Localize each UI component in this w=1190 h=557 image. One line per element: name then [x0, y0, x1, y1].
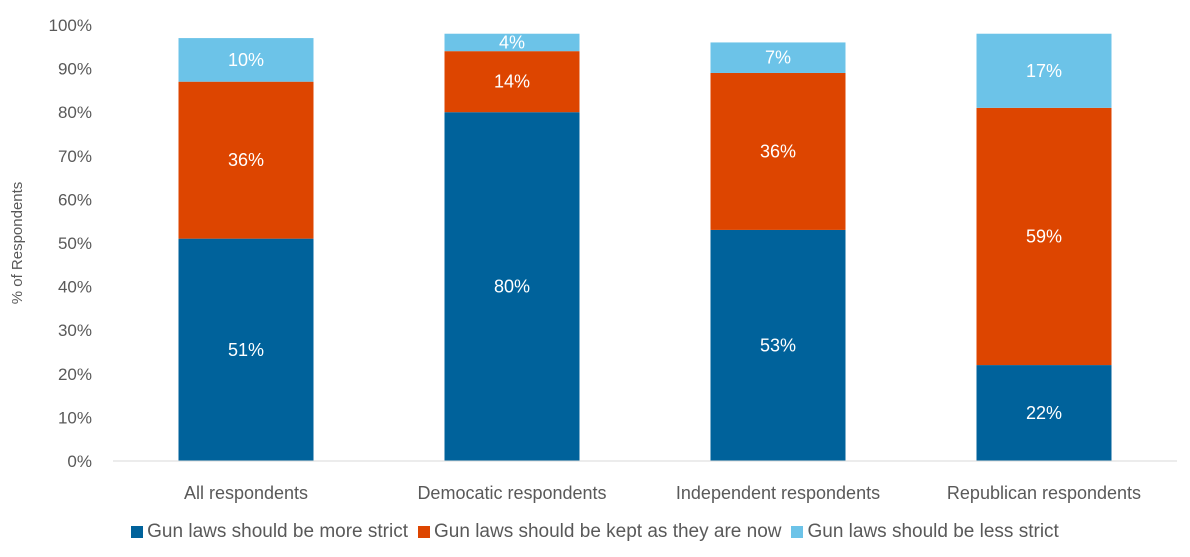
- y-tick-label: 60%: [58, 190, 92, 209]
- bar-segment: [976, 365, 1112, 461]
- bar-segment: [710, 72, 846, 230]
- data-label: 14%: [494, 72, 530, 92]
- y-axis-title: % of Respondents: [9, 182, 26, 305]
- data-label: 10%: [228, 50, 264, 70]
- legend-label-more-strict: Gun laws should be more strict: [147, 521, 408, 542]
- bar-segment: [178, 81, 314, 239]
- y-axis: 0% 10% 20% 30% 40% 50% 60% 70% 80% 90% 100%: [49, 16, 92, 471]
- bar-segment: [178, 238, 314, 461]
- y-tick-label: 100%: [49, 16, 92, 35]
- x-axis: All respondents Democatic respondents Inde…: [184, 483, 1141, 503]
- x-category-label: Independent respondents: [676, 483, 880, 503]
- y-tick-label: 20%: [58, 365, 92, 384]
- y-tick-label: 10%: [58, 408, 92, 427]
- y-tick-label: 90%: [58, 60, 92, 79]
- legend-label-less-strict: Gun laws should be less strict: [807, 521, 1059, 542]
- legend-item-less-strict: Gun laws should be less strict: [791, 521, 1059, 543]
- y-tick-label: 30%: [58, 321, 92, 340]
- y-tick-label: 70%: [58, 147, 92, 166]
- y-tick-label: 80%: [58, 103, 92, 122]
- x-category-label: Democatic respondents: [417, 483, 606, 503]
- legend-item-more-strict: Gun laws should be more strict: [131, 521, 408, 543]
- data-label: 80%: [494, 277, 530, 297]
- bar-segment: [444, 33, 580, 52]
- data-label: 36%: [228, 150, 264, 170]
- legend-swatch-kept-as-now: [418, 526, 430, 538]
- x-category-label: All respondents: [184, 483, 308, 503]
- legend-swatch-less-strict: [791, 526, 804, 538]
- bar-segment: [710, 229, 846, 461]
- data-label: 36%: [760, 141, 796, 161]
- legend-swatch-more-strict: [131, 526, 144, 538]
- data-label: 4%: [499, 32, 525, 52]
- legend-label-kept-as-now: Gun laws should be kept as they are now: [434, 521, 782, 542]
- y-tick-label: 0%: [67, 452, 92, 471]
- legend-item-kept-as-now: Gun laws should be kept as they are now: [418, 521, 781, 543]
- bar-segment: [444, 112, 580, 461]
- bar-segment: [976, 107, 1112, 366]
- data-label: 53%: [760, 335, 796, 355]
- data-label: 59%: [1026, 226, 1062, 246]
- legend: Gun laws should be more strict Gun laws …: [0, 517, 1190, 547]
- data-label: 51%: [228, 340, 264, 360]
- data-label: 7%: [765, 48, 791, 68]
- bars: 51% 36% 10% 80% 14% 4% 53% 36% 7% 22% 59% 17%: [178, 32, 1112, 461]
- y-tick-label: 50%: [58, 234, 92, 253]
- data-label: 17%: [1026, 61, 1062, 81]
- bar-segment: [976, 33, 1112, 108]
- data-label: 22%: [1026, 403, 1062, 423]
- bar-segment: [178, 38, 314, 82]
- bar-segment: [710, 42, 846, 73]
- y-tick-label: 40%: [58, 278, 92, 297]
- x-category-label: Republican respondents: [947, 483, 1141, 503]
- bar-segment: [444, 51, 580, 113]
